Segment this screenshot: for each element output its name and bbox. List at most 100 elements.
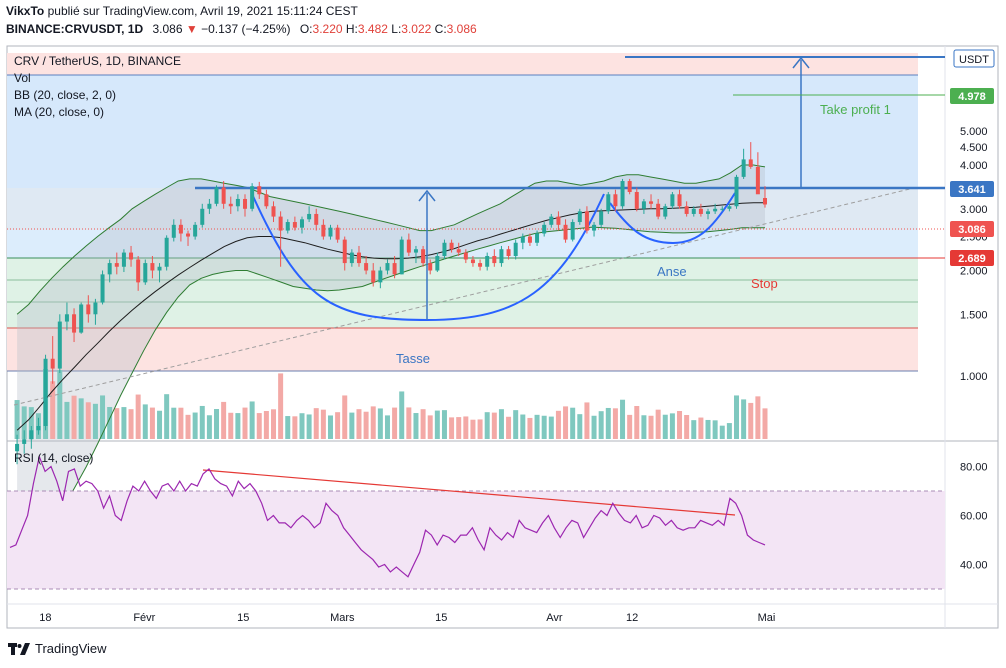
volume-bar	[456, 417, 462, 439]
candle-body	[649, 201, 654, 204]
candle-body	[563, 224, 568, 240]
volume-bar	[420, 409, 426, 439]
volume-bar	[491, 412, 497, 439]
time-axis[interactable]: 18 Févr 15 Mars 15 Avr 12 Mai	[39, 612, 775, 624]
candle-body	[264, 194, 269, 207]
volume-bar	[570, 407, 576, 439]
legend-title: CRV / TetherUS, 1D, BINANCE	[14, 54, 181, 68]
volume-bar	[477, 419, 483, 439]
candle-body	[641, 201, 646, 209]
volume-bar	[164, 394, 170, 439]
price-tick-label: 2.000	[960, 266, 988, 278]
volume-bar	[285, 416, 291, 439]
candle-body	[478, 263, 483, 267]
currency-tag[interactable]: USDT	[953, 49, 995, 68]
volume-bar	[384, 415, 390, 439]
time-tick-label: 15	[435, 612, 447, 624]
rsi-divergence-line[interactable]	[202, 469, 736, 516]
candle-body	[385, 263, 390, 271]
volume-bar	[548, 416, 554, 439]
volume-bar	[292, 416, 298, 439]
candle-body	[36, 425, 41, 431]
volume-bars	[14, 369, 768, 439]
bollinger-fill-area	[17, 165, 766, 560]
volume-bar	[206, 415, 212, 439]
legend-volume: Vol	[14, 71, 31, 85]
tradingview-wordmark: TradingView	[35, 641, 107, 656]
volume-bar	[306, 414, 312, 439]
symbol-line: BINANCE:CRVUSDT, 1D 3.086 ▼ −0.137 (−4.2…	[6, 22, 477, 36]
open-value: 3.220	[312, 22, 343, 36]
volume-bar	[28, 407, 34, 439]
candle-body	[392, 263, 397, 275]
volume-bar	[114, 408, 120, 439]
volume-bar	[741, 399, 747, 439]
handle-curve[interactable]	[609, 192, 736, 245]
time-tick-label: 15	[237, 612, 249, 624]
candle-body	[506, 249, 511, 256]
volume-bar	[655, 409, 661, 439]
candle-body	[250, 186, 255, 209]
volume-bar	[299, 413, 305, 439]
tasse-annotation: Tasse	[396, 351, 430, 366]
candle-body	[129, 252, 134, 260]
candle-body	[542, 224, 547, 234]
candle-body	[278, 216, 283, 231]
candle-body	[406, 239, 411, 253]
volume-bar	[612, 408, 618, 439]
volume-bar	[335, 412, 341, 439]
candle-body	[72, 314, 77, 333]
stop-annotation: Stop	[751, 276, 778, 291]
candle-body	[171, 224, 176, 238]
high-label: H:	[345, 22, 358, 36]
price-tick-label: 3.000	[960, 204, 988, 216]
volume-bar	[627, 414, 633, 439]
volume-bar	[520, 414, 526, 439]
volume-bar	[256, 413, 262, 439]
volume-bar	[734, 395, 740, 439]
bollinger-band-lines	[16, 164, 766, 560]
time-tick-label: Mars	[330, 612, 355, 624]
candle-body	[499, 249, 504, 264]
volume-bar	[320, 409, 326, 439]
volume-bar	[171, 407, 177, 439]
volume-bar	[555, 410, 561, 439]
candle-body	[307, 213, 312, 220]
price-tick-label: 1.000	[960, 371, 988, 383]
volume-bar	[121, 407, 127, 439]
moving-average-line	[16, 202, 765, 431]
volume-bar	[249, 401, 255, 439]
candle-body	[335, 227, 340, 240]
candle-body	[535, 233, 540, 243]
volume-bar	[221, 401, 227, 439]
rsi-tick-label: 40.00	[960, 560, 988, 572]
candle-body	[677, 194, 682, 207]
take-profit-price: 4.978	[958, 91, 986, 103]
candle-body	[221, 187, 226, 204]
volume-bar	[406, 407, 412, 439]
volume-bar	[684, 415, 690, 439]
symbol-name: BINANCE:CRVUSDT, 1D	[6, 22, 144, 36]
volume-bar	[370, 406, 376, 439]
candle-body	[606, 194, 611, 212]
candlesticks	[15, 142, 767, 465]
last-price-tag: 3.086	[950, 221, 994, 237]
volume-bar	[669, 413, 675, 439]
volume-bar	[142, 404, 148, 439]
bollinger-upper-line	[16, 164, 766, 315]
tradingview-logo[interactable]: TradingView	[8, 641, 107, 656]
candle-body	[93, 302, 98, 315]
candle-body	[214, 187, 219, 204]
rsi-axis[interactable]: 80.00 60.00 40.00	[960, 462, 988, 572]
low-value: 3.022	[401, 22, 432, 36]
dashed-trendline[interactable]	[13, 186, 919, 406]
rsi-tick-label: 80.00	[960, 462, 988, 474]
volume-bar	[377, 408, 383, 439]
candle-body	[627, 181, 632, 192]
volume-bar	[470, 419, 476, 439]
volume-bar	[64, 401, 70, 439]
volume-bar	[228, 412, 234, 439]
volume-bar	[541, 415, 547, 439]
candle-body	[349, 252, 354, 264]
